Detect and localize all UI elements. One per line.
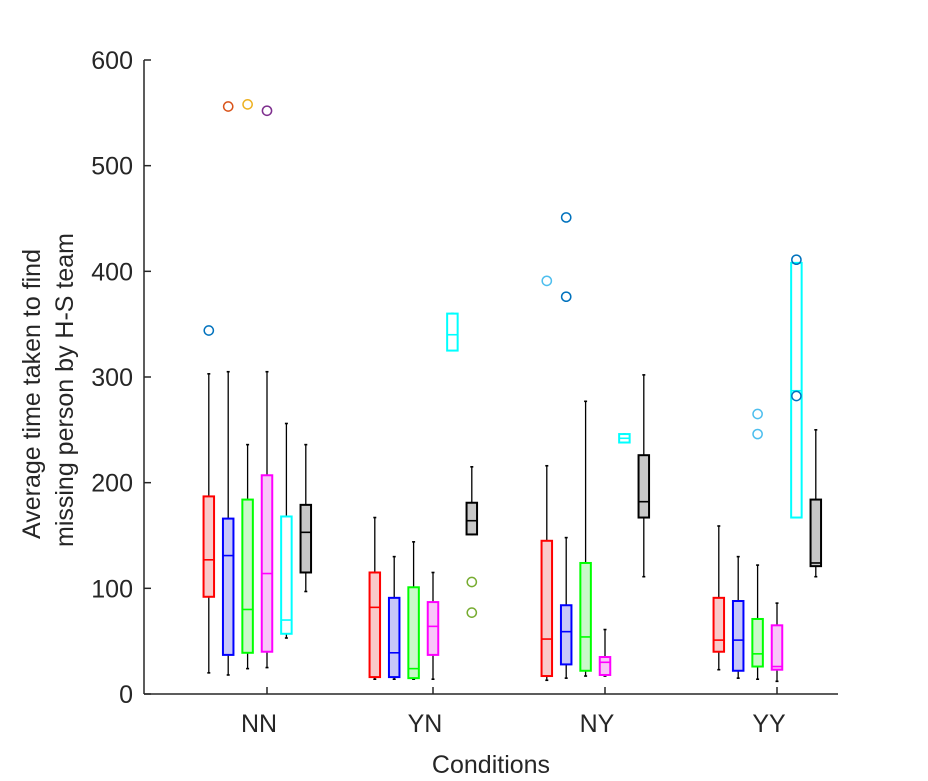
iqr-box [598, 656, 612, 676]
box-nn-2 [221, 101, 235, 676]
iqr-box [260, 474, 274, 653]
y-tick-label: 300 [91, 364, 133, 392]
outlier-point [466, 576, 478, 588]
box-yy-5 [790, 254, 803, 519]
x-tick-label-nn: NN [241, 710, 277, 738]
outlier-point [541, 275, 553, 287]
box-ny-2 [559, 212, 573, 679]
y-tick-label: 400 [91, 258, 133, 286]
box-nn-6 [299, 443, 313, 593]
y-axis: 0 100 200 300 400 500 600 [91, 47, 151, 709]
box-ny-3 [579, 400, 592, 677]
x-axis-label: Conditions [432, 751, 550, 779]
box-yn-3 [407, 541, 420, 681]
iqr-box [221, 517, 235, 656]
box-yn-4 [426, 571, 440, 681]
iqr-box [241, 498, 254, 654]
box-yy-6 [809, 429, 823, 578]
iqr-box [809, 498, 823, 568]
x-tick-label-yn: YN [408, 710, 443, 738]
box-ny-5 [618, 433, 631, 444]
iqr-box [407, 586, 420, 680]
iqr-box [202, 495, 216, 598]
outlier-point [466, 607, 478, 618]
box-yn-2 [387, 555, 401, 681]
iqr-box [368, 571, 382, 679]
iqr-box [637, 454, 651, 519]
x-tick-label-yy: YY [752, 710, 786, 738]
outlier-point [261, 105, 273, 117]
iqr-box [426, 601, 440, 656]
box-group-nn [202, 99, 313, 676]
box-group-ny [540, 212, 651, 682]
y-axis-label-line-1: Average time taken to find [18, 249, 46, 539]
box-nn-5 [280, 422, 293, 639]
iqr-box [299, 503, 313, 574]
box-nn-1 [202, 325, 216, 674]
iqr-box [280, 515, 293, 635]
iqr-box [731, 600, 745, 672]
box-nn-3 [241, 99, 254, 670]
iqr-box [770, 624, 784, 671]
outlier-point [752, 428, 763, 440]
box-yn-1 [368, 516, 382, 681]
y-tick-label: 0 [119, 681, 133, 709]
outlier-point [242, 99, 253, 110]
y-tick-label: 500 [91, 153, 133, 181]
iqr-box [579, 561, 592, 672]
box-ny-1 [540, 275, 554, 682]
box-yn-6 [465, 466, 479, 618]
iqr-box [387, 596, 401, 679]
outlier-point [203, 325, 215, 336]
outlier-point [560, 212, 572, 223]
box-group-yn [368, 312, 479, 681]
iqr-box [465, 501, 479, 536]
outlier-point [752, 408, 763, 420]
box-yn-5 [446, 312, 459, 352]
box-yy-1 [712, 525, 726, 671]
box-ny-6 [637, 374, 651, 578]
box-group-yy [712, 254, 823, 683]
x-axis: NN YN NY YY [144, 687, 838, 738]
iqr-box [540, 539, 554, 678]
box-ny-4 [598, 628, 612, 677]
plot-area [202, 99, 823, 683]
iqr-box [712, 596, 726, 653]
outlier-point [791, 390, 802, 402]
box-yy-3 [751, 408, 764, 681]
outlier-point [222, 101, 234, 112]
outlier-point [791, 254, 802, 266]
box-nn-4 [260, 105, 274, 669]
box-yy-2 [731, 555, 745, 679]
iqr-box [446, 312, 459, 352]
y-tick-label: 200 [91, 470, 133, 498]
iqr-box [559, 604, 573, 666]
y-tick-label: 600 [91, 47, 133, 75]
y-tick-label: 100 [91, 575, 133, 603]
y-axis-label: Average time taken to find missing perso… [18, 233, 79, 547]
iqr-box [751, 617, 764, 668]
x-tick-label-ny: NY [580, 710, 615, 738]
outlier-point [560, 291, 572, 303]
y-axis-label-line-2: missing person by H-S team [51, 233, 79, 547]
box-yy-4 [770, 602, 784, 683]
